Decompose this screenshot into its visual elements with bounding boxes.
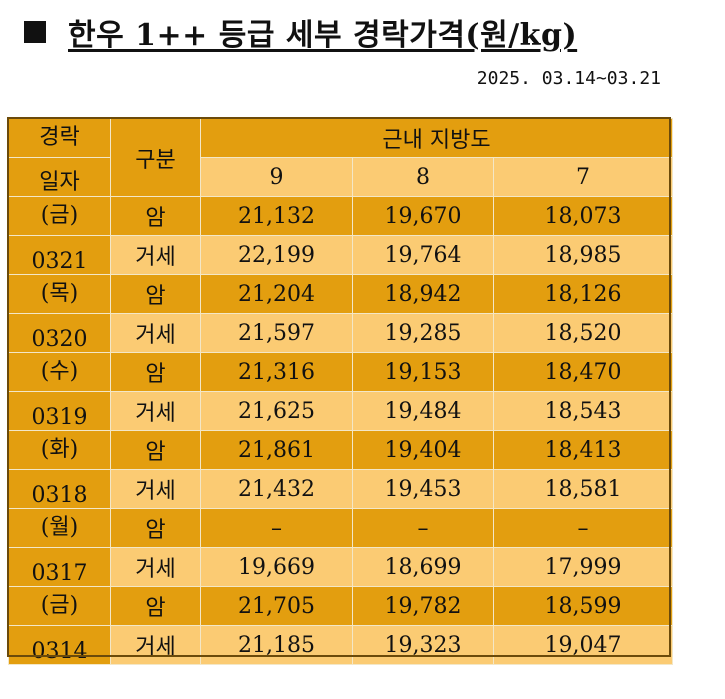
- price-grade-7: 18,543: [492, 391, 674, 431]
- cattle-type: 거세: [110, 469, 201, 509]
- day-of-week: (금): [8, 586, 111, 626]
- table-row: 0321 거세 22,199 19,764 18,985: [8, 235, 674, 275]
- day-of-week: (금): [8, 196, 111, 236]
- price-grade-8: –: [352, 508, 494, 548]
- price-grade-8: 19,153: [352, 352, 494, 392]
- price-grade-9: 21,185: [200, 625, 353, 665]
- day-of-week: (수): [8, 352, 111, 392]
- price-grade-9: 21,625: [200, 391, 353, 431]
- price-grade-9: 21,861: [200, 430, 353, 470]
- table-row: (월) 암 – – –: [8, 508, 674, 548]
- table-row: (수) 암 21,316 19,153 18,470: [8, 352, 674, 392]
- cattle-type: 암: [110, 274, 201, 314]
- price-grade-7: 18,413: [492, 430, 674, 470]
- price-grade-9: –: [200, 508, 353, 548]
- table-row: 0317 거세 19,669 18,699 17,999: [8, 547, 674, 587]
- day-of-week: (화): [8, 430, 111, 470]
- auction-date: 0321: [8, 235, 111, 275]
- price-grade-8: 19,484: [352, 391, 494, 431]
- table-row: 0318 거세 21,432 19,453 18,581: [8, 469, 674, 509]
- price-grade-8: 19,764: [352, 235, 494, 275]
- price-grade-9: 19,669: [200, 547, 353, 587]
- price-grade-8: 19,782: [352, 586, 494, 626]
- price-grade-7: 18,599: [492, 586, 674, 626]
- header-grade-8: 8: [352, 157, 494, 197]
- title-text: 한우 1++ 등급 세부 경락가격(원/kg): [68, 18, 578, 53]
- cattle-type: 거세: [110, 391, 201, 431]
- auction-date: 0317: [8, 547, 111, 587]
- table-row: (목) 암 21,204 18,942 18,126: [8, 274, 674, 314]
- cattle-type: 암: [110, 430, 201, 470]
- price-grade-8: 19,453: [352, 469, 494, 509]
- price-grade-8: 18,699: [352, 547, 494, 587]
- price-grade-9: 21,316: [200, 352, 353, 392]
- table-row: 0320 거세 21,597 19,285 18,520: [8, 313, 674, 353]
- header-grade-7: 7: [492, 157, 674, 197]
- table-row: 0314 거세 21,185 19,323 19,047: [8, 625, 674, 665]
- price-grade-9: 21,705: [200, 586, 353, 626]
- cattle-type: 암: [110, 196, 201, 236]
- table-row: 0319 거세 21,625 19,484 18,543: [8, 391, 674, 431]
- header-date-line2: 일자: [8, 157, 111, 197]
- price-grade-8: 18,942: [352, 274, 494, 314]
- price-grade-8: 19,404: [352, 430, 494, 470]
- price-grade-7: 18,985: [492, 235, 674, 275]
- price-grade-7: –: [492, 508, 674, 548]
- cattle-type: 암: [110, 352, 201, 392]
- table-row: (금) 암 21,132 19,670 18,073: [8, 196, 674, 236]
- price-grade-7: 19,047: [492, 625, 674, 665]
- price-grade-9: 21,432: [200, 469, 353, 509]
- table-row: (화) 암 21,861 19,404 18,413: [8, 430, 674, 470]
- header-date-line1: 경락: [8, 118, 111, 158]
- cattle-type: 암: [110, 508, 201, 548]
- header-row-2: 일자 9 8 7: [8, 157, 674, 197]
- price-grade-7: 18,126: [492, 274, 674, 314]
- cattle-type: 거세: [110, 235, 201, 275]
- auction-date: 0319: [8, 391, 111, 431]
- price-grade-7: 17,999: [492, 547, 674, 587]
- auction-date: 0314: [8, 625, 111, 665]
- table-row: (금) 암 21,705 19,782 18,599: [8, 586, 674, 626]
- cattle-type: 거세: [110, 547, 201, 587]
- cattle-type: 거세: [110, 625, 201, 665]
- black-square-icon: [24, 21, 46, 43]
- price-grade-7: 18,581: [492, 469, 674, 509]
- price-grade-7: 18,520: [492, 313, 674, 353]
- cattle-type: 거세: [110, 313, 201, 353]
- date-range: 2025. 03.14~03.21: [476, 68, 661, 89]
- auction-date: 0318: [8, 469, 111, 509]
- header-row-1: 경락 구분 근내 지방도: [8, 118, 674, 197]
- price-grade-7: 18,073: [492, 196, 674, 236]
- cattle-type: 암: [110, 586, 201, 626]
- price-grade-8: 19,323: [352, 625, 494, 665]
- price-table: 경락 구분 근내 지방도 일자 9 8 7 (금) 암 21,132 19,670 18…: [8, 118, 674, 665]
- price-grade-8: 19,285: [352, 313, 494, 353]
- day-of-week: (목): [8, 274, 111, 314]
- header-grade-9: 9: [200, 157, 353, 197]
- day-of-week: (월): [8, 508, 111, 548]
- header-type: 구분: [110, 118, 201, 197]
- price-grade-9: 21,132: [200, 196, 353, 236]
- header-marbling-group: 근내 지방도: [199, 118, 674, 158]
- price-grade-9: 22,199: [200, 235, 353, 275]
- auction-date: 0320: [8, 313, 111, 353]
- page-title: 한우 1++ 등급 세부 경락가격(원/kg): [24, 8, 577, 56]
- price-grade-9: 21,597: [200, 313, 353, 353]
- price-grade-7: 18,470: [492, 352, 674, 392]
- price-grade-8: 19,670: [352, 196, 494, 236]
- price-grade-9: 21,204: [200, 274, 353, 314]
